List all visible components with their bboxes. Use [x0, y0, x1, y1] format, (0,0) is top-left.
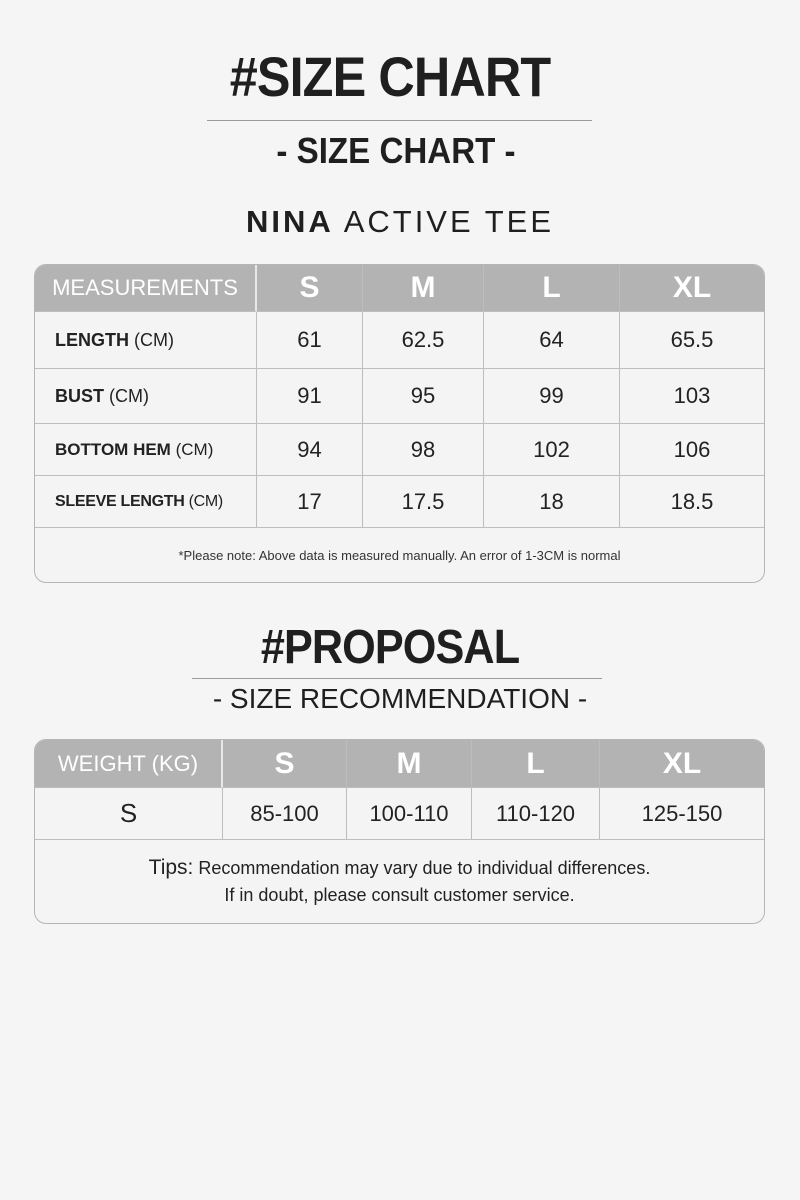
cell: 85-100 [223, 788, 347, 840]
cell: 65.5 [620, 312, 764, 369]
size-header: S [223, 740, 347, 788]
tips: Tips: Recommendation may vary due to ind… [35, 840, 764, 923]
cell: 99 [484, 369, 620, 424]
cell: 64 [484, 312, 620, 369]
size-header: S [257, 265, 363, 312]
measurement-note: *Please note: Above data is measured man… [178, 547, 621, 563]
product-type: ACTIVE TEE [343, 204, 554, 239]
product-brand: NINA [246, 204, 334, 239]
table-row: BOTTOM HEM (CM) 94 98 102 106 [35, 424, 764, 476]
table-row: BUST (CM) 91 95 99 103 [35, 369, 764, 424]
table-header-row: WEIGHT (KG) S M L XL [35, 740, 764, 788]
cell: 94 [257, 424, 363, 476]
row-label: S [35, 788, 223, 840]
cell: 110-120 [472, 788, 600, 840]
proposal-divider [192, 678, 602, 679]
page-subtitle: - SIZE CHART - [276, 130, 516, 171]
cell: 18 [484, 476, 620, 528]
cell: 18.5 [620, 476, 764, 528]
cell: 106 [620, 424, 764, 476]
size-header: L [472, 740, 600, 788]
size-header: XL [620, 265, 764, 312]
product-name: NINA ACTIVE TEE [0, 204, 800, 240]
cell: 95 [363, 369, 484, 424]
size-header: M [363, 265, 484, 312]
cell: 17 [257, 476, 363, 528]
table-row: SLEEVE LENGTH (CM) 17 17.5 18 18.5 [35, 476, 764, 528]
title-divider [207, 120, 592, 121]
table-header-row: MEASUREMENTS S M L XL [35, 265, 764, 312]
weight-header: WEIGHT (KG) [35, 740, 223, 788]
cell: 61 [257, 312, 363, 369]
cell: 98 [363, 424, 484, 476]
size-chart-table: MEASUREMENTS S M L XL LENGTH (CM) 61 62.… [34, 264, 765, 583]
row-label: SLEEVE LENGTH (CM) [35, 476, 257, 528]
tips-line-2: If in doubt, please consult customer ser… [224, 885, 575, 905]
row-label: BOTTOM HEM (CM) [35, 424, 257, 476]
table-row: LENGTH (CM) 61 62.5 64 65.5 [35, 312, 764, 369]
proposal-subtitle: - SIZE RECOMMENDATION - [212, 683, 588, 714]
table-row: S 85-100 100-110 110-120 125-150 [35, 788, 764, 840]
proposal-title: #PROPOSAL [260, 621, 520, 674]
tips-line-1: Recommendation may vary due to individua… [198, 858, 651, 878]
row-label: BUST (CM) [35, 369, 257, 424]
size-recommendation-table: WEIGHT (KG) S M L XL S 85-100 100-110 11… [34, 739, 765, 924]
tips-label: Tips: [148, 856, 194, 879]
page-title: #SIZE CHART [229, 45, 551, 108]
cell: 62.5 [363, 312, 484, 369]
cell: 91 [257, 369, 363, 424]
row-label: LENGTH (CM) [35, 312, 257, 369]
cell: 100-110 [347, 788, 472, 840]
cell: 103 [620, 369, 764, 424]
note-row: *Please note: Above data is measured man… [35, 528, 764, 582]
measurements-header: MEASUREMENTS [35, 265, 257, 312]
cell: 125-150 [600, 788, 764, 840]
cell: 102 [484, 424, 620, 476]
size-header: L [484, 265, 620, 312]
tips-row: Tips: Recommendation may vary due to ind… [35, 840, 764, 923]
size-header: XL [600, 740, 764, 788]
size-header: M [347, 740, 472, 788]
cell: 17.5 [363, 476, 484, 528]
